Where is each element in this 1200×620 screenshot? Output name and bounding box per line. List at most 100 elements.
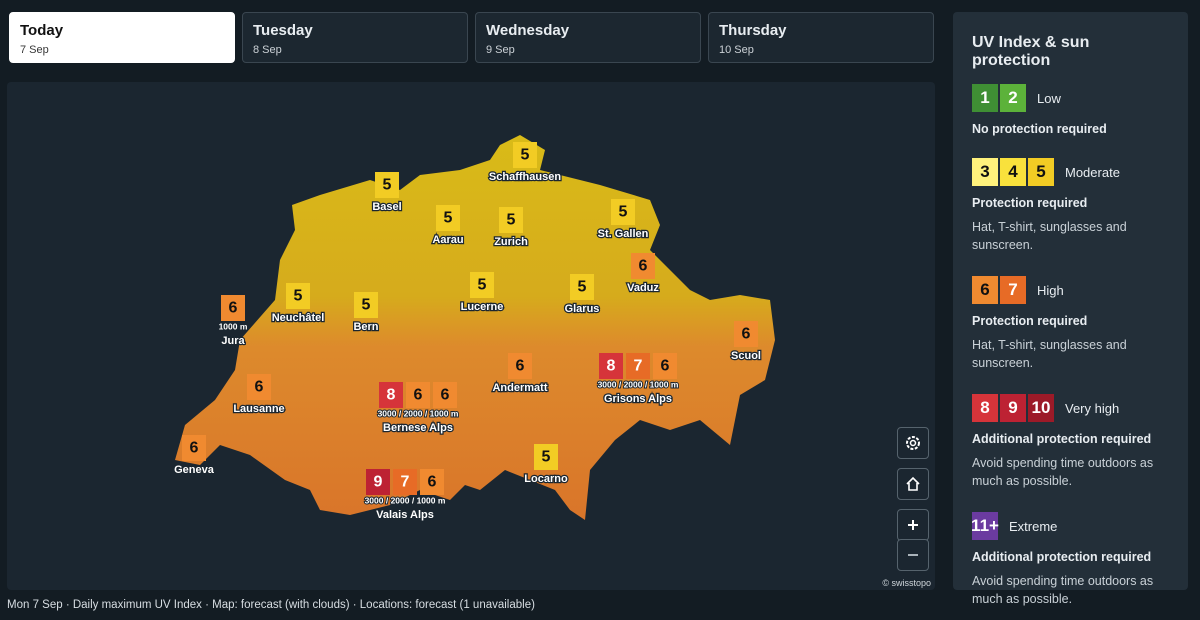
legend-level: 3 4 5 Moderate Protection required Hat, T-shi… — [972, 158, 1169, 254]
plus-icon — [908, 520, 918, 530]
uv-value: 8 — [607, 358, 616, 375]
uv-badge — [182, 435, 206, 461]
level-label: High — [1037, 282, 1064, 298]
uv-value: 6 — [441, 387, 450, 404]
altitudes: 3000 / 2000 / 1000 m — [378, 408, 459, 418]
location-name: Scuol — [731, 350, 761, 362]
uv-swatch: 9 — [1000, 394, 1026, 422]
legend-row: 3 4 5 Moderate — [972, 158, 1169, 186]
uv-swatch: 8 — [972, 394, 998, 422]
tab-date: 10 Sep — [719, 44, 754, 56]
uv-swatch: 2 — [1000, 84, 1026, 112]
uv-value: 7 — [401, 474, 410, 491]
legend-level: 11+ Extreme Additional protection required… — [971, 512, 1169, 608]
uv-badge — [354, 292, 378, 318]
location-name: Andermatt — [492, 382, 547, 394]
advice: Avoid spending time outdoors as much as … — [972, 574, 1154, 606]
advice: Hat, T-shirt, sunglasses and sunscreen. — [972, 220, 1127, 252]
protection: No protection required — [972, 122, 1107, 136]
altitudes: 3000 / 2000 / 1000 m — [598, 379, 679, 389]
zoom-in-button[interactable] — [897, 509, 929, 541]
legend-row: 11+ Extreme — [971, 512, 1169, 540]
uv-value: 5 — [507, 212, 516, 229]
uv-value: 5 — [362, 297, 371, 314]
location: 6 Vaduz — [626, 253, 661, 295]
tab-date: 8 Sep — [253, 44, 282, 56]
location-name: Schaffhausen — [489, 171, 561, 183]
day-tab[interactable]: Today 7 Sep — [9, 12, 235, 63]
uv-badge — [513, 142, 537, 168]
uv-badge — [499, 207, 523, 233]
advice: Avoid spending time outdoors as much as … — [972, 456, 1154, 488]
uv-badge — [734, 321, 758, 347]
protection: Additional protection required — [972, 550, 1152, 564]
uv-badge — [534, 444, 558, 470]
attribution: © swisstopo — [882, 578, 931, 588]
uv-swatch: 6 — [972, 276, 998, 304]
location-name: Jura — [221, 335, 245, 347]
uv-value: 5 — [521, 147, 530, 164]
protection: Protection required — [972, 314, 1088, 328]
legend-level: 1 2 Low No protection required — [972, 84, 1169, 136]
uv-value: 6 — [661, 358, 670, 375]
location: 6 Andermatt — [491, 353, 549, 395]
uv-badge — [436, 205, 460, 231]
legend-panel: UV Index & sun protection 1 2 Low No protec… — [953, 12, 1188, 606]
location-name: Bern — [353, 321, 378, 333]
home-icon — [906, 476, 920, 491]
uv-badge — [470, 272, 494, 298]
switzerland-shape — [175, 135, 775, 520]
uv-swatch: 3 — [972, 158, 998, 186]
uv-badge — [420, 469, 444, 495]
level-label: Very high — [1065, 400, 1120, 416]
zoom-out-button[interactable] — [897, 539, 929, 571]
location: 5 Neuchâtel — [270, 283, 326, 325]
location-name: Neuchâtel — [272, 312, 325, 324]
uv-value: 6 — [229, 300, 238, 317]
legend-row: 6 7 High — [972, 276, 1169, 304]
uv-badge — [379, 382, 403, 408]
location: 5 Bern — [352, 292, 380, 334]
uv-value: 6 — [639, 258, 648, 275]
protection: Protection required — [972, 196, 1088, 210]
minus-icon — [908, 554, 918, 556]
location-name: Lucerne — [461, 301, 504, 313]
advice: Hat, T-shirt, sunglasses and sunscreen. — [972, 338, 1127, 370]
location-name: Zurich — [494, 236, 528, 248]
uv-badge — [631, 253, 655, 279]
tab-day: Thursday — [719, 22, 787, 39]
level-label: Moderate — [1065, 164, 1120, 180]
uv-value: 6 — [190, 440, 199, 457]
location: 6 Lausanne — [232, 374, 286, 416]
uv-value: 5 — [578, 279, 587, 296]
uv-value: 6 — [742, 326, 751, 343]
location-name: Bernese Alps — [383, 422, 453, 434]
location-name: Glarus — [565, 303, 600, 315]
uv-badge — [626, 353, 650, 379]
day-tab[interactable]: Tuesday 8 Sep — [242, 12, 468, 63]
settings-button[interactable] — [897, 427, 929, 459]
protection: Additional protection required — [972, 432, 1152, 446]
map[interactable]: 5 Schaffhausen 5 Basel 5 Aarau 5 Zurich 5 St. Gal… — [7, 82, 935, 590]
uv-badge — [375, 172, 399, 198]
day-tab[interactable]: Thursday 10 Sep — [708, 12, 934, 63]
tab-date: 7 Sep — [20, 44, 49, 56]
level-label: Extreme — [1009, 518, 1058, 534]
uv-value: 5 — [294, 288, 303, 305]
location-name: Lausanne — [233, 403, 284, 415]
uv-value: 6 — [255, 379, 264, 396]
footer: Mon 7 Sep · Daily maximum UV Index · Map… — [7, 599, 535, 611]
day-tab[interactable]: Wednesday 9 Sep — [475, 12, 701, 63]
uv-value: 5 — [444, 210, 453, 227]
location: 5 Aarau — [431, 205, 465, 247]
location-name: Basel — [372, 201, 401, 213]
uv-value: 6 — [516, 358, 525, 375]
tab-day: Tuesday — [253, 22, 313, 39]
location: 6 Scuol — [730, 321, 762, 363]
legend-level: 8 9 10 Very high Additional protection requi… — [972, 394, 1169, 490]
home-button[interactable] — [897, 468, 929, 500]
uv-badge — [508, 353, 532, 379]
location: 6 Geneva — [173, 435, 216, 477]
location-name: St. Gallen — [598, 228, 649, 240]
